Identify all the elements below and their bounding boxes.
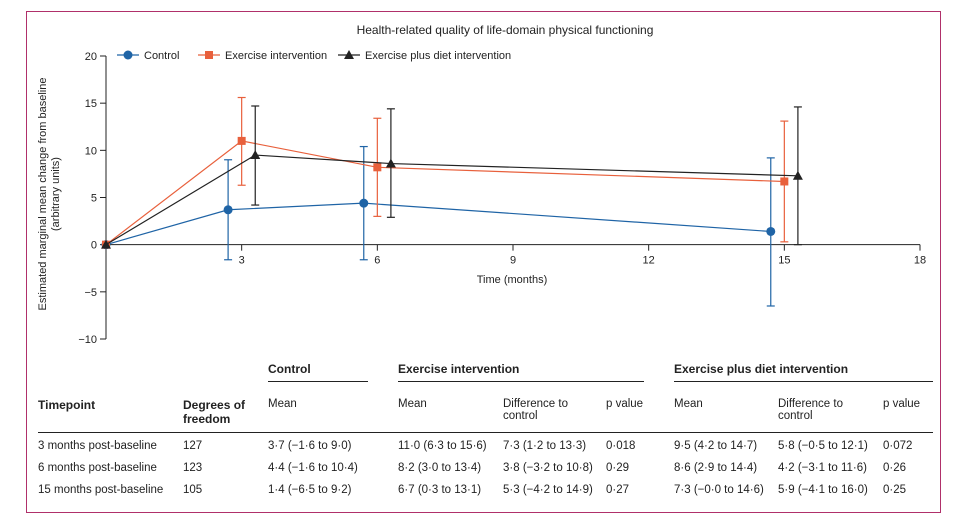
x-axis: 3 6 9 12 15 18: [106, 244, 926, 267]
cell-diet-mean: 9·5 (4·2 to 14·7): [674, 440, 758, 452]
cell-ex-p: 0·29: [606, 462, 630, 474]
data-point: [792, 170, 803, 180]
header-ex-diff-line1: Difference to: [503, 398, 568, 410]
header-df-line2: freedom: [183, 412, 231, 426]
y-tick-label: 15: [85, 98, 97, 110]
cell-diet-p: 0·072: [883, 440, 913, 452]
x-tick-label: 12: [643, 255, 655, 267]
series-triangle: [101, 105, 803, 249]
y-axis-label-line2: (arbitrary units): [50, 157, 62, 231]
header-diet-diff-line2: control: [778, 410, 813, 422]
header-diet-mean: Mean: [674, 398, 703, 410]
cell-control-mean: 3·7 (−1·6 to 9·0): [268, 440, 352, 452]
y-tick-label: −10: [78, 334, 97, 346]
cell-ex-mean: 6·7 (0·3 to 13·1): [398, 484, 482, 496]
header-ex-p: p value: [606, 398, 644, 410]
cell-ex-diff: 7·3 (1·2 to 13·3): [503, 440, 587, 452]
cell-timepoint: 3 months post-baseline: [38, 440, 157, 452]
data-point: [359, 198, 369, 208]
table-row: 6 months post-baseline 123 4·4 (−1·6 to …: [38, 462, 933, 484]
header-timepoint: Timepoint: [38, 398, 96, 412]
figure-frame: [26, 11, 941, 513]
data-point: [101, 239, 111, 249]
cell-control-mean: 1·4 (−6·5 to 9·2): [268, 484, 352, 496]
cell-df: 127: [183, 440, 203, 452]
cell-diet-diff: 4·2 (−3·1 to 11·6): [778, 462, 867, 474]
data-point: [250, 150, 261, 160]
cell-diet-mean: 7·3 (−0·0 to 14·6): [674, 484, 764, 496]
cell-diet-p: 0·26: [883, 462, 907, 474]
group-diet: Exercise plus diet intervention: [674, 362, 849, 376]
cell-ex-mean: 8·2 (3·0 to 13·4): [398, 462, 482, 474]
series-square: [102, 96, 789, 249]
group-header-row: Control Exercise intervention Exercise p…: [38, 362, 933, 390]
header-diet-diff-line1: Difference to: [778, 398, 843, 410]
cell-diet-diff: 5·9 (−4·1 to 16·0): [778, 484, 868, 496]
data-point: [766, 226, 776, 236]
y-tick-label: 5: [91, 193, 97, 205]
cell-timepoint: 15 months post-baseline: [38, 484, 164, 496]
cell-timepoint: 6 months post-baseline: [38, 462, 157, 474]
cell-ex-p: 0·018: [606, 440, 636, 452]
x-tick-label: 18: [914, 255, 926, 267]
legend: Control Exercise intervention Exercise plu…: [117, 50, 511, 62]
chart-title: Health-related quality of life-domain ph…: [357, 23, 654, 37]
y-tick-label: 10: [85, 145, 97, 157]
x-tick-label: 9: [510, 255, 516, 267]
data-point: [223, 205, 233, 215]
x-tick-label: 3: [239, 255, 245, 267]
series-line: [105, 154, 798, 246]
cell-df: 105: [183, 484, 203, 496]
y-axis: −10 −5 0 5 10 15 20: [78, 51, 107, 346]
cell-diet-mean: 8·6 (2·9 to 14·4): [674, 462, 758, 474]
legend-marker: [344, 50, 354, 59]
group-diet-rule: [674, 381, 933, 382]
data-point: [237, 136, 246, 145]
x-axis-label: Time (months): [477, 274, 548, 286]
series-layer: [101, 96, 803, 307]
cell-ex-mean: 11·0 (6·3 to 15·6): [398, 440, 487, 452]
y-axis-label: Estimated marginal mean change from base…: [37, 78, 62, 311]
table-row: 3 months post-baseline 127 3·7 (−1·6 to …: [38, 440, 933, 462]
header-ex-diff-line2: control: [503, 410, 538, 422]
legend-label: Control: [144, 50, 179, 62]
table-row: 15 months post-baseline 105 1·4 (−6·5 to…: [38, 484, 933, 506]
header-df-line1: Degrees of: [183, 398, 246, 412]
x-tick-label: 6: [374, 255, 380, 267]
header-ex-mean: Mean: [398, 398, 427, 410]
header-control-mean: Mean: [268, 398, 297, 410]
group-exercise-rule: [398, 381, 644, 382]
series-line: [105, 140, 785, 246]
data-point: [373, 163, 382, 172]
group-control-rule: [268, 381, 368, 382]
y-tick-label: 0: [91, 240, 97, 252]
x-tick-label: 15: [778, 255, 790, 267]
legend-marker: [123, 50, 133, 60]
data-point: [385, 158, 396, 168]
legend-marker: [205, 51, 213, 59]
group-control: Control: [268, 362, 311, 376]
y-tick-label: −5: [84, 287, 97, 299]
cell-control-mean: 4·4 (−1·6 to 10·4): [268, 462, 358, 474]
series-line: [105, 202, 771, 246]
chart-svg: Health-related quality of life-domain ph…: [37, 23, 926, 346]
column-header-row: Timepoint Degrees of freedom Mean Mean Di…: [38, 390, 933, 433]
cell-df: 123: [183, 462, 203, 474]
y-axis-label-line1: Estimated marginal mean change from base…: [37, 78, 49, 311]
cell-ex-diff: 3·8 (−3·2 to 10·8): [503, 462, 593, 474]
cell-diet-p: 0·25: [883, 484, 907, 496]
cell-ex-diff: 5·3 (−4·2 to 14·9): [503, 484, 593, 496]
header-diet-p: p value: [883, 398, 921, 410]
y-tick-label: 20: [85, 51, 97, 63]
results-table: Control Exercise intervention Exercise p…: [38, 362, 933, 506]
cell-diet-diff: 5·8 (−0·5 to 12·1): [778, 440, 868, 452]
group-exercise: Exercise intervention: [398, 362, 520, 376]
cell-ex-p: 0·27: [606, 484, 630, 496]
legend-label: Exercise intervention: [225, 50, 327, 62]
data-point: [780, 177, 789, 186]
legend-label: Exercise plus diet intervention: [365, 50, 511, 62]
